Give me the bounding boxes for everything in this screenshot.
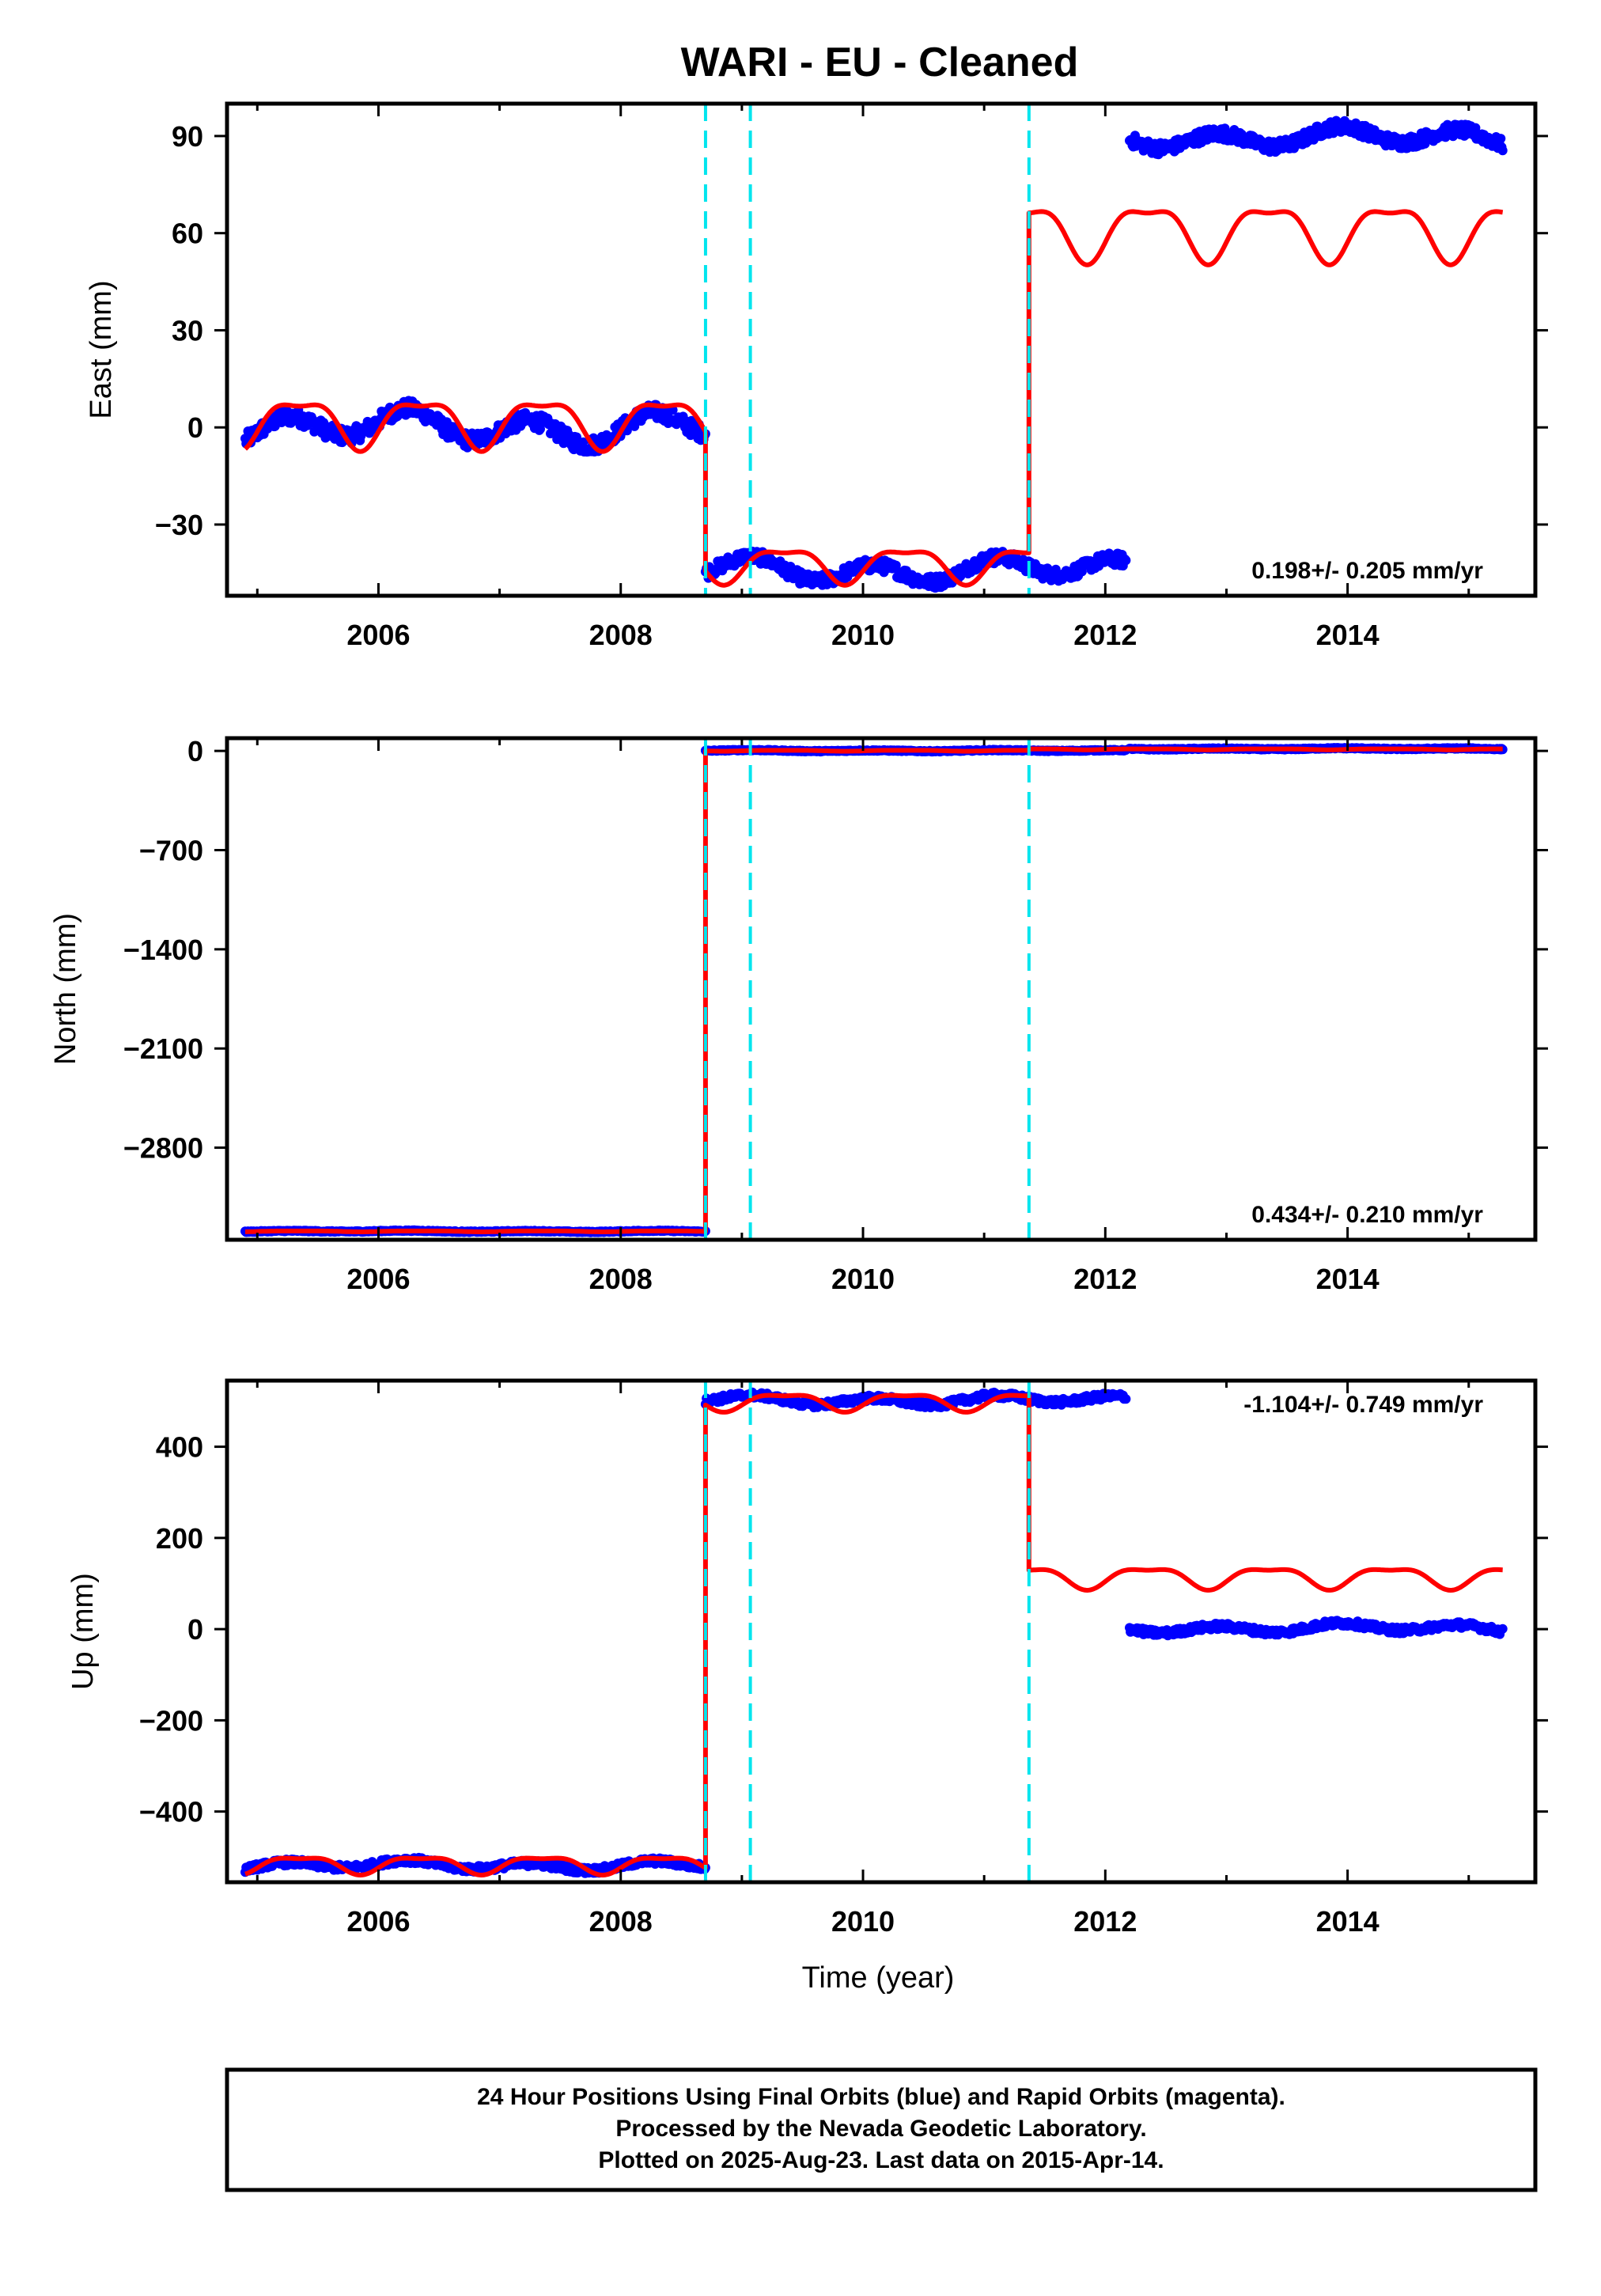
observed-series-east xyxy=(240,116,1508,593)
observed-point xyxy=(1420,138,1430,149)
footer-line-1: 24 Hour Positions Using Final Orbits (bl… xyxy=(477,2084,1285,2110)
y-tick-label: −2100 xyxy=(123,1032,203,1065)
x-tick-label: 2012 xyxy=(1073,1263,1137,1295)
y-tick-label: 400 xyxy=(156,1431,203,1464)
y-tick-label: 0 xyxy=(187,1613,203,1646)
y-tick-label: 90 xyxy=(172,120,203,153)
observed-series-north xyxy=(240,743,1508,1237)
y-tick-label: 0 xyxy=(187,411,203,444)
y-tick-label: −1400 xyxy=(123,934,203,966)
y-tick-label: 60 xyxy=(172,218,203,250)
x-tick-label: 2006 xyxy=(346,1905,410,1938)
x-tick-label: 2012 xyxy=(1073,1905,1137,1938)
y-axis-label-east: East (mm) xyxy=(85,280,118,419)
x-tick-label: 2008 xyxy=(589,619,653,651)
observed-point xyxy=(630,421,640,431)
x-tick-label: 2008 xyxy=(589,1263,653,1295)
y-tick-label: 200 xyxy=(156,1522,203,1555)
x-tick-label: 2014 xyxy=(1316,1263,1380,1295)
x-tick-label: 2014 xyxy=(1316,619,1380,651)
observed-point xyxy=(1121,555,1131,566)
x-tick-label: 2012 xyxy=(1073,619,1137,651)
panel-frame-east xyxy=(225,101,1538,598)
y-tick-label: −700 xyxy=(139,834,203,866)
rate-annotation-up: -1.104+/- 0.749 mm/yr xyxy=(1243,1392,1483,1418)
x-axis-label: Time (year) xyxy=(802,1961,955,1995)
y-axis-label-up: Up (mm) xyxy=(66,1573,100,1690)
observed-point xyxy=(1497,1623,1508,1634)
model-line-north xyxy=(244,746,1504,1234)
y-tick-label: 30 xyxy=(172,314,203,347)
x-tick-label: 2006 xyxy=(346,1263,410,1295)
y-tick-label: −2800 xyxy=(123,1132,203,1165)
observed-point xyxy=(1496,134,1506,144)
y-axis-label-north: North (mm) xyxy=(49,913,82,1065)
panels: 2006 2008 2010 2012 2014 −30 0 30 60 90 East (mm) 0… xyxy=(49,101,1548,1938)
panel-frame-up xyxy=(225,1378,1538,1885)
x-tick-label: 2014 xyxy=(1316,1905,1380,1938)
panel-up: 2006 2008 2010 2012 2014 −400 −200 0 200 400 Up (m… xyxy=(66,1378,1548,1938)
model-line-up xyxy=(244,1392,1504,1877)
panel-east: 2006 2008 2010 2012 2014 −30 0 30 60 90 East (mm) 0… xyxy=(85,101,1548,651)
panel-north: 2006 2008 2010 2012 2014 −2800 −2100 −1400 −700 0… xyxy=(49,735,1548,1295)
rate-annotation-north: 0.434+/- 0.210 mm/yr xyxy=(1251,1202,1483,1228)
plot-area-up xyxy=(240,1381,1508,1882)
footer-box: 24 Hour Positions Using Final Orbits (bl… xyxy=(225,2067,1538,2192)
rate-annotation-east: 0.198+/- 0.205 mm/yr xyxy=(1251,558,1483,584)
observed-series-up xyxy=(240,1387,1508,1878)
y-tick-label: −30 xyxy=(155,509,203,541)
y-tick-label: −200 xyxy=(139,1704,203,1737)
x-tick-label: 2010 xyxy=(831,1905,895,1938)
x-tick-label: 2010 xyxy=(831,619,895,651)
x-tick-label: 2006 xyxy=(346,619,410,651)
observed-point xyxy=(1497,146,1508,156)
model-line-east xyxy=(243,209,1504,588)
y-tick-label: 0 xyxy=(187,735,203,767)
y-tick-label: −400 xyxy=(139,1796,203,1828)
x-tick-label: 2008 xyxy=(589,1905,653,1938)
plot-area-east xyxy=(240,104,1508,596)
plot-area-north xyxy=(240,738,1508,1240)
panel-frame-north xyxy=(225,736,1538,1242)
observed-point xyxy=(1121,1394,1131,1404)
footer-line-3: Plotted on 2025-Aug-23. Last data on 201… xyxy=(598,2147,1164,2173)
x-tick-label: 2010 xyxy=(831,1263,895,1295)
footer-line-2: Processed by the Nevada Geodetic Laborat… xyxy=(615,2116,1146,2142)
figure-title: WARI - EU - Cleaned xyxy=(681,40,1079,85)
